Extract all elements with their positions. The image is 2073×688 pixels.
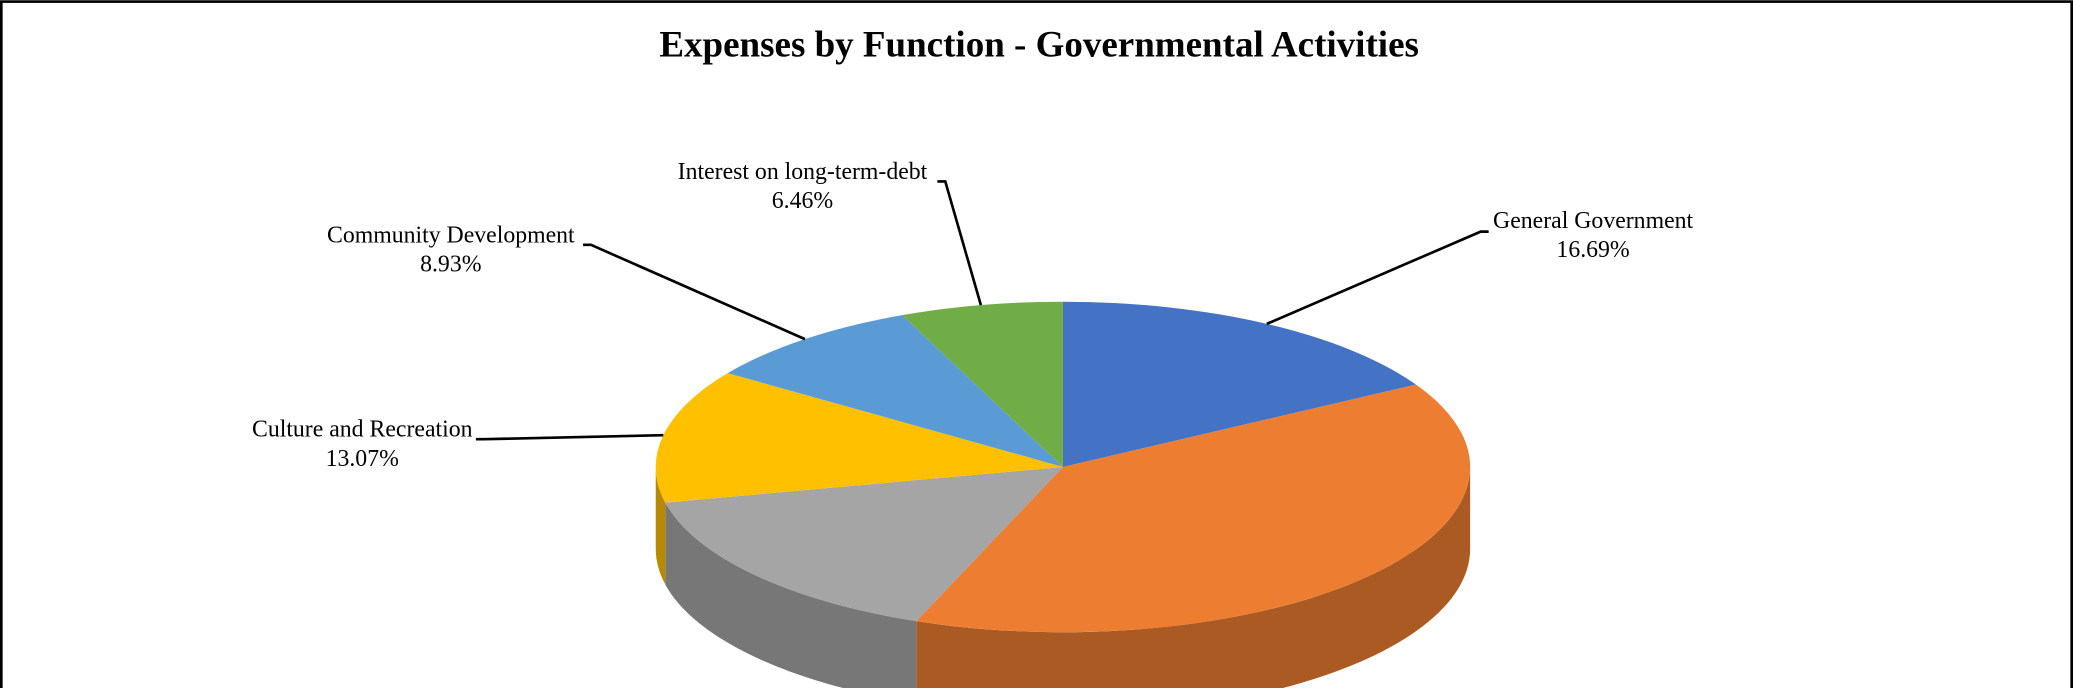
pie-slice: [665, 466, 1063, 622]
pie-slice: [655, 373, 1063, 503]
data-label-name: General Government: [1493, 208, 1693, 234]
pie-slice-side: [665, 502, 917, 688]
data-label-value: 13.07%: [326, 446, 399, 472]
pie-slice: [1062, 301, 1416, 467]
pie-slice: [902, 301, 1063, 467]
pie-slice: [916, 384, 1471, 633]
pie-slice: [727, 315, 1063, 467]
leader-line: [583, 243, 806, 341]
leader-line: [475, 433, 664, 441]
pie-slice-side: [655, 466, 666, 585]
data-label-value: 8.93%: [420, 251, 481, 277]
data-label-value: 6.46%: [772, 188, 833, 214]
leader-line: [1266, 230, 1489, 326]
pie-slice-side: [916, 466, 1471, 688]
data-label-name: Community Development: [327, 222, 575, 248]
chart-title: Expenses by Function - Governmental Acti…: [659, 24, 1419, 65]
labels: General Government 16.69% Culture and Recr…: [252, 159, 1694, 472]
pie-sides: [655, 466, 1471, 688]
data-label-value: 16.69%: [1556, 237, 1629, 263]
pie-top: [655, 301, 1471, 633]
data-label-name: Culture and Recreation: [252, 417, 473, 443]
leader-line: [937, 180, 983, 306]
data-label-name: Interest on long-term-debt: [678, 159, 928, 185]
